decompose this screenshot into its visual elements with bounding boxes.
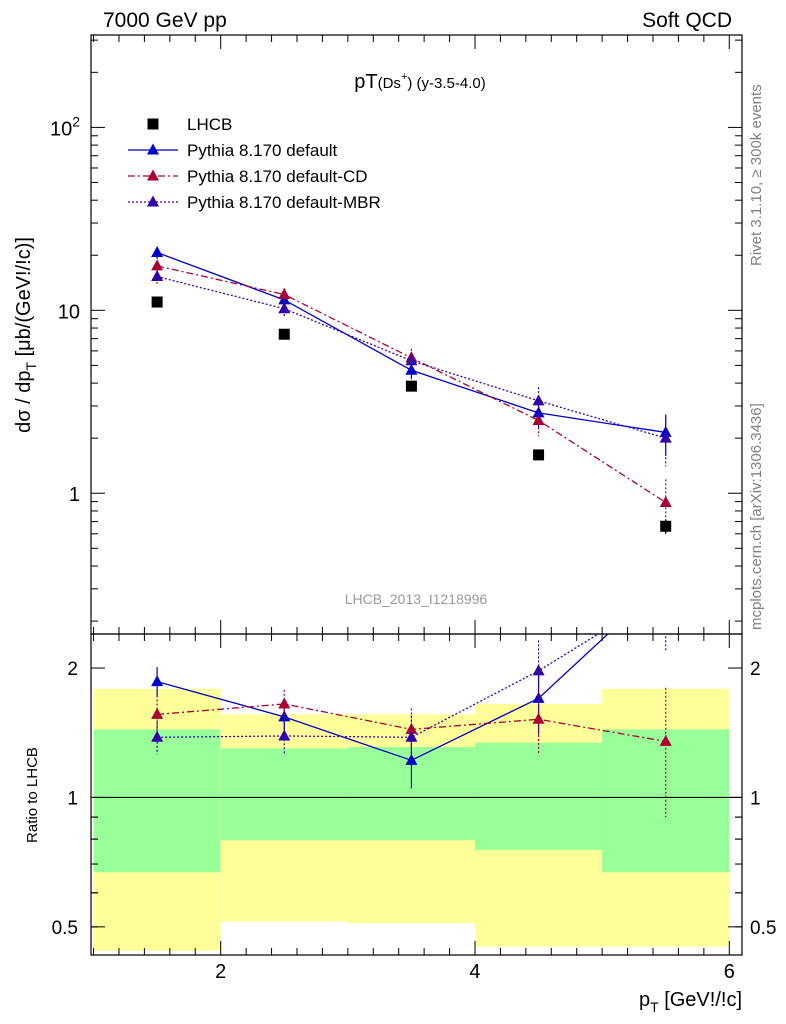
xtick-label: 2 (215, 961, 226, 983)
legend-marker (147, 143, 159, 155)
ratio-data-point (151, 675, 164, 687)
ratio-ytick-label: 0.5 (52, 918, 78, 939)
legend-label: Pythia 8.170 default-MBR (187, 193, 381, 212)
main-ylabel-tail: [μb/(GeV!/!c)] (13, 237, 35, 362)
data-point (278, 302, 291, 314)
ratio-data-point (278, 710, 291, 722)
data-point (532, 413, 545, 425)
ratio-plot-panel: 0.5 0.5 1 1 2 2 2 4 6 Ratio to LHCB pT [GeV!/!c] (24, 574, 776, 1015)
rivet-label: Rivet 3.1.10, ≥ 300k events (748, 84, 765, 266)
legend-marker (147, 195, 159, 207)
ratio-data-point (659, 734, 672, 746)
ratio-data-point (405, 730, 418, 742)
xtick-label: 4 (469, 961, 480, 983)
data-point (405, 354, 418, 366)
series-lhcb (151, 296, 672, 534)
main-ytick-label: 10 (58, 301, 80, 323)
ratio-data-point (151, 730, 164, 742)
legend-marker (147, 118, 159, 130)
uncertainty-band-green (474, 742, 603, 850)
ratio-series-pythia-8-170-default-mbr (151, 586, 672, 762)
ratio-data-point (278, 697, 291, 709)
ratio-data-point (151, 707, 164, 719)
legend: LHCB Pythia 8.170 default Pythia 8.170 def… (128, 115, 381, 212)
x-axis-label: pT [GeV!/!c] (639, 989, 742, 1015)
series-pythia-8-170-default (151, 246, 672, 456)
main-title-tail: ) (y-3.5-4.0) (407, 75, 485, 92)
ratio-ytick-label: 1 (67, 788, 78, 809)
header-left: 7000 GeV pp (103, 9, 227, 32)
data-point (278, 288, 291, 300)
xlabel-main: p (639, 989, 650, 1011)
mcplots-label: mcplots.cern.ch [arXiv:1306.3436] (748, 403, 765, 630)
ratio-series-line (157, 634, 600, 738)
main-watermark: LHCB_2013_I1218996 (345, 591, 488, 607)
main-ylabel-main: dσ / dp (13, 371, 35, 433)
uncertainty-band-green (220, 748, 348, 841)
ratio-ytick-label-right: 1 (750, 788, 761, 809)
legend-entry: Pythia 8.170 default (128, 141, 338, 160)
legend-label: Pythia 8.170 default-CD (187, 167, 368, 186)
xlabel-tail: [GeV!/!c] (659, 989, 742, 1011)
main-ytick-label-sup: 2 (72, 113, 80, 129)
ratio-data-point (532, 712, 545, 724)
ratio-data-point (660, 574, 672, 585)
data-point (659, 495, 672, 507)
main-plot-panel: 1 10 102 LHCB_2013_I1218996 pT(Ds+) (y-3.5… (13, 34, 743, 635)
main-y-axis-label: dσ / dpT [μb/(GeV!/!c)] (13, 237, 39, 433)
data-point (659, 431, 672, 443)
series-line (156, 251, 666, 434)
legend-marker (147, 169, 159, 181)
data-point (532, 394, 545, 406)
data-point (659, 425, 672, 437)
data-point (151, 259, 164, 271)
main-title-sup: + (401, 71, 407, 83)
uncertainty-band-green (93, 729, 221, 873)
data-point (660, 520, 672, 532)
xtick-label: 6 (724, 961, 735, 983)
ratio-y-axis-label: Ratio to LHCB (24, 747, 41, 843)
ratio-data-point (405, 753, 418, 765)
data-point (533, 449, 545, 461)
ratio-ytick-label-right: 2 (750, 659, 761, 680)
ratio-frame (90, 633, 743, 956)
ratio-ytick-label-right: 0.5 (750, 918, 776, 939)
legend-label: Pythia 8.170 default (187, 141, 338, 160)
data-point (278, 328, 290, 340)
ratio-data-point (278, 729, 291, 741)
legend-label: LHCB (187, 115, 232, 134)
data-point (405, 380, 417, 392)
main-ylabel-sub: T (23, 362, 39, 371)
header-right: Soft QCD (642, 9, 732, 32)
legend-entry: Pythia 8.170 default-CD (128, 167, 368, 186)
main-title: pT(Ds+) (y-3.5-4.0) (354, 71, 485, 93)
data-point (151, 270, 164, 282)
main-title-main: pT (354, 71, 377, 93)
main-ytick-label: 102 (50, 113, 80, 140)
ratio-ytick-label: 2 (67, 659, 78, 680)
legend-entry: Pythia 8.170 default-MBR (128, 193, 381, 212)
legend-entry: LHCB (147, 115, 232, 134)
series-pythia-8-170-default-cd (151, 259, 672, 536)
main-title-sub: (Ds (378, 75, 401, 92)
ratio-data-point (532, 664, 545, 676)
ratio-data-point (660, 586, 672, 597)
main-ytick-label: 1 (69, 484, 80, 506)
data-point (151, 246, 164, 258)
xlabel-sub: T (650, 999, 659, 1015)
series-pythia-8-170-default-mbr (151, 270, 672, 467)
data-point (151, 296, 163, 308)
